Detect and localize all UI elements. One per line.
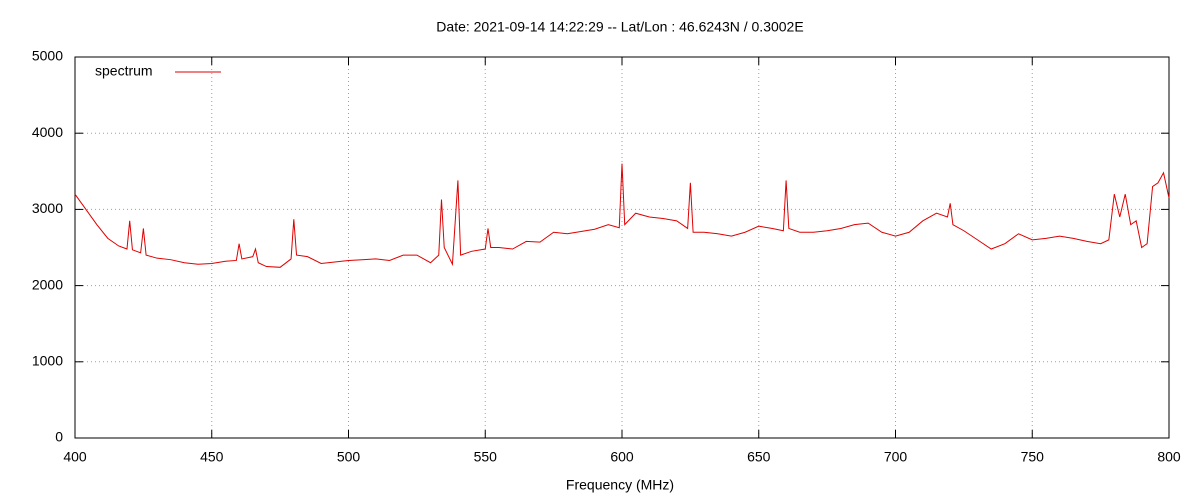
y-tick-label: 5000 xyxy=(32,48,63,64)
spectrum-line xyxy=(74,163,1170,268)
x-axis-label: Frequency (MHz) xyxy=(566,477,674,493)
x-tick-label: 750 xyxy=(1021,449,1045,465)
y-tick-label: 4000 xyxy=(32,124,63,140)
x-tick-label: 650 xyxy=(747,449,771,465)
y-tick-label: 0 xyxy=(55,429,63,445)
y-tick-label: 3000 xyxy=(32,200,63,216)
x-tick-label: 450 xyxy=(200,449,224,465)
x-tick-label: 550 xyxy=(474,449,498,465)
chart-title: Date: 2021-09-14 14:22:29 -- Lat/Lon : 4… xyxy=(436,19,803,35)
legend-label: spectrum xyxy=(95,63,153,79)
x-tick-label: 400 xyxy=(63,449,87,465)
plot-border xyxy=(74,56,1170,439)
x-tick-label: 500 xyxy=(337,449,361,465)
y-tick-label: 1000 xyxy=(32,353,63,369)
x-tick-label: 600 xyxy=(610,449,634,465)
x-tick-label: 700 xyxy=(884,449,908,465)
y-tick-label: 2000 xyxy=(32,276,63,292)
x-tick-label: 800 xyxy=(1157,449,1181,465)
